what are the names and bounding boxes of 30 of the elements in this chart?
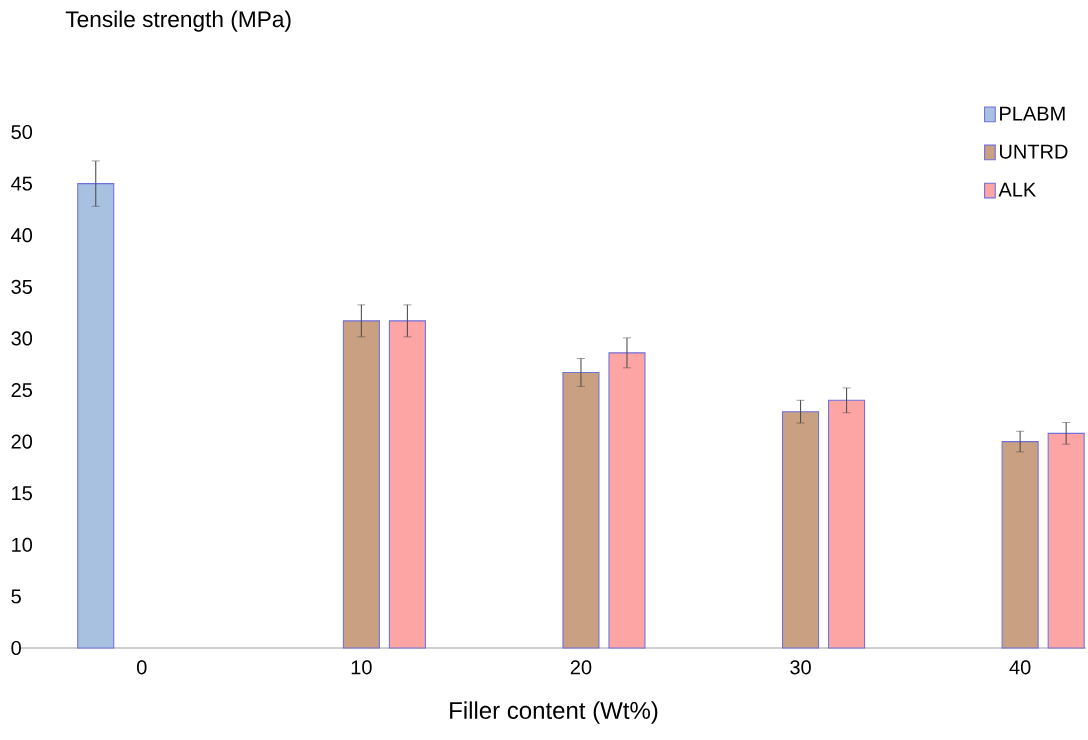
legend-label: UNTRD — [999, 144, 1068, 159]
y-tick-label: 0 — [11, 640, 21, 656]
bar — [782, 411, 820, 649]
y-tick-label: 20 — [11, 434, 33, 449]
y-tick-label: 40 — [11, 228, 33, 243]
y-tick-label: 15 — [12, 486, 33, 501]
bar — [1001, 441, 1039, 649]
x-axis-title: Filler content (Wt%) — [450, 701, 658, 724]
y-axis-title: Tensile strength (MPa) — [65, 10, 291, 32]
legend-label: PLABM — [1000, 106, 1065, 121]
bar — [388, 320, 426, 649]
y-tick-label: 45 — [11, 176, 33, 191]
y-tick-label: 10 — [12, 537, 33, 552]
bar — [77, 183, 115, 649]
bar — [828, 399, 866, 649]
bar — [562, 371, 600, 649]
y-tick-label: 5 — [11, 589, 21, 604]
x-tick-label: 0 — [136, 660, 147, 675]
y-tick-label: 50 — [11, 124, 33, 140]
bar — [342, 320, 380, 649]
y-tick-label: 35 — [11, 279, 33, 294]
bar — [608, 352, 646, 649]
y-tick-label: 30 — [11, 331, 33, 346]
legend-label: ALK — [998, 182, 1037, 197]
bar — [1047, 432, 1085, 649]
x-tick-label: 30 — [790, 660, 811, 675]
x-tick-label: 40 — [1009, 660, 1031, 675]
x-tick-label: 10 — [351, 660, 372, 675]
y-tick-label: 25 — [11, 382, 33, 398]
x-tick-label: 20 — [570, 660, 592, 675]
